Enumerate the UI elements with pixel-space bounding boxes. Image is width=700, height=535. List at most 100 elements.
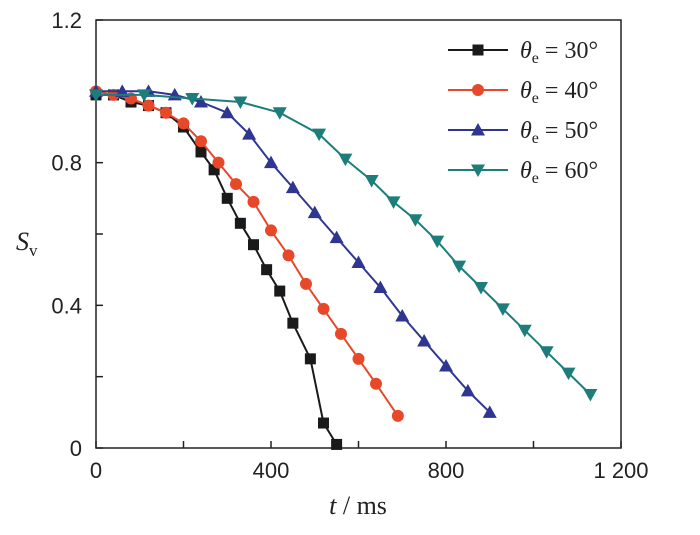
data-point xyxy=(335,327,347,340)
data-point xyxy=(331,438,343,450)
legend-symbol: θ xyxy=(520,158,532,184)
data-point xyxy=(304,353,316,365)
data-point xyxy=(352,352,365,365)
data-point xyxy=(261,264,273,276)
tick-labels: 0 400 800 1 200 0 0.4 0.8 1.2 xyxy=(51,8,648,483)
legend-subscript: e xyxy=(532,170,539,187)
data-point xyxy=(285,180,300,194)
data-point xyxy=(89,89,103,102)
data-point xyxy=(220,105,235,119)
y-axis-label: Sv xyxy=(16,227,38,260)
data-point xyxy=(495,303,510,316)
legend-label: θe = 40° xyxy=(520,78,598,107)
data-point xyxy=(265,224,277,237)
data-point xyxy=(408,214,423,227)
data-point xyxy=(287,317,299,329)
data-point xyxy=(195,135,207,148)
data-point xyxy=(317,302,330,315)
legend-symbol: θ xyxy=(520,78,532,104)
legend: θe = 30°θe = 40°θe = 50°θe = 60° xyxy=(448,38,598,187)
data-point xyxy=(233,96,248,110)
data-point xyxy=(430,235,445,249)
x-axis-label: t / ms xyxy=(329,491,387,520)
data-point xyxy=(351,255,366,269)
legend-subscript: e xyxy=(532,130,539,147)
data-point xyxy=(212,156,225,169)
data-point xyxy=(460,383,475,397)
data-point xyxy=(247,195,260,208)
legend-subscript: e xyxy=(532,50,539,67)
legend-value: = 60° xyxy=(539,158,598,184)
y-tick-label: 0 xyxy=(70,436,82,461)
data-point xyxy=(391,409,404,422)
legend-symbol: θ xyxy=(520,118,532,144)
data-point xyxy=(242,127,257,140)
data-point xyxy=(160,106,172,119)
data-point xyxy=(194,95,208,108)
data-point xyxy=(338,153,353,167)
data-point xyxy=(395,309,410,322)
legend-marker xyxy=(472,44,484,56)
data-point xyxy=(195,146,207,158)
data-point xyxy=(272,107,287,120)
data-point xyxy=(230,178,242,191)
data-point xyxy=(208,164,220,176)
data-point xyxy=(439,358,453,372)
data-point xyxy=(274,285,286,297)
data-point xyxy=(137,89,152,102)
data-point xyxy=(370,377,382,390)
data-point xyxy=(517,324,532,338)
data-point xyxy=(282,249,295,262)
data-point xyxy=(561,367,576,381)
series-line xyxy=(95,90,399,417)
legend-value: = 50° xyxy=(539,118,598,144)
legend-label: θe = 50° xyxy=(520,118,598,147)
legend-symbol: θ xyxy=(520,38,532,64)
data-point xyxy=(318,417,329,429)
legend-label: θe = 60° xyxy=(520,158,598,187)
x-tick-label: 1 200 xyxy=(593,458,648,483)
y-tick-label: 0.8 xyxy=(51,151,82,176)
legend-marker xyxy=(471,164,485,177)
data-point xyxy=(474,282,488,295)
data-point xyxy=(142,99,155,112)
legend-marker xyxy=(472,84,484,96)
x-tick-label: 0 xyxy=(90,458,102,483)
series-1 xyxy=(90,89,343,450)
y-axis-var: S xyxy=(16,227,29,256)
legend-item: θe = 60° xyxy=(448,158,598,187)
data-point xyxy=(177,117,190,130)
x-axis-var: t xyxy=(329,491,337,520)
legend-value: = 40° xyxy=(539,78,598,104)
data-point xyxy=(248,239,259,251)
series-layer xyxy=(89,84,598,450)
data-point xyxy=(583,389,598,402)
x-tick-label: 800 xyxy=(428,458,465,483)
data-point xyxy=(234,217,246,229)
legend-value: = 30° xyxy=(539,38,598,64)
y-tick-label: 0.4 xyxy=(51,293,82,318)
data-point xyxy=(373,280,388,293)
data-point xyxy=(482,405,497,418)
series-3 xyxy=(89,84,497,418)
y-tick-label: 1.2 xyxy=(51,8,82,33)
data-point xyxy=(539,346,554,359)
series-4 xyxy=(89,89,598,402)
legend-item: θe = 50° xyxy=(448,118,598,147)
y-axis-sub: v xyxy=(29,241,38,260)
data-point xyxy=(329,230,344,244)
data-point xyxy=(221,192,233,204)
legend-label: θe = 30° xyxy=(520,38,598,67)
legend-marker xyxy=(471,123,485,136)
legend-item: θe = 40° xyxy=(448,78,598,107)
data-point xyxy=(185,92,200,106)
legend-subscript: e xyxy=(532,90,539,107)
data-point xyxy=(115,84,130,97)
x-axis-sep: / xyxy=(336,491,356,520)
data-point xyxy=(452,260,467,274)
data-point xyxy=(300,277,312,290)
data-point xyxy=(307,205,322,219)
series-line xyxy=(96,93,592,396)
data-point xyxy=(417,334,432,347)
